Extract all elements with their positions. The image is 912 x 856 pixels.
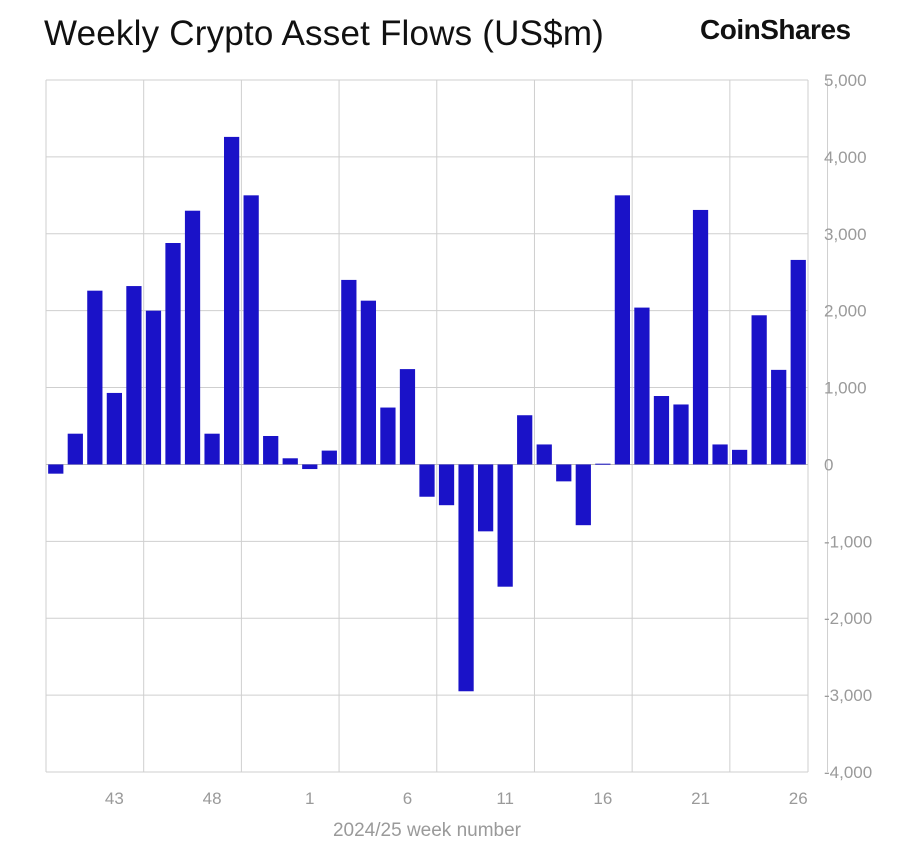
bar-week-41: [67, 433, 83, 465]
y-tick-label: 2,000: [824, 302, 867, 321]
bar-week-14: [556, 464, 572, 482]
bar-week-4: [360, 300, 377, 465]
bar-week-49: [223, 136, 240, 465]
x-tick-label: 16: [593, 789, 612, 808]
x-tick-label: 6: [403, 789, 412, 808]
bar-week-2: [321, 450, 337, 465]
bars: [48, 136, 806, 692]
coinshares-logo: CoinShares: [700, 14, 851, 45]
bar-week-40: [48, 464, 64, 474]
bar-week-20: [673, 404, 689, 465]
bar-week-8: [438, 464, 455, 506]
x-tick-label: 43: [105, 789, 124, 808]
bar-week-42: [87, 290, 103, 465]
bar-week-9: [458, 464, 474, 692]
bar-week-5: [380, 407, 396, 465]
y-tick-label: -4,000: [824, 763, 872, 782]
x-tick-label: 21: [691, 789, 710, 808]
bar-week-18: [634, 307, 650, 465]
bar-week-25: [771, 369, 787, 465]
y-tick-label: -3,000: [824, 686, 872, 705]
chart-title: Weekly Crypto Asset Flows (US$m): [44, 14, 605, 53]
y-tick-label: 0: [824, 455, 833, 474]
bar-week-7: [419, 464, 435, 497]
x-tick-label: 26: [789, 789, 808, 808]
bar-week-23: [731, 449, 748, 465]
bar-week-46: [165, 243, 181, 465]
bar-week-15: [575, 464, 591, 526]
bar-week-3: [341, 279, 357, 465]
bar-week-10: [477, 464, 494, 532]
x-tick-label: 1: [305, 789, 314, 808]
bar-week-51: [263, 435, 279, 465]
bar-week-43: [106, 392, 123, 465]
y-axis-ticks: 5,000 4,000 3,000 2,000 1,000 0 -1,000 -2,000 -3…: [824, 71, 872, 782]
bar-week-24: [751, 315, 767, 465]
bar-week-22: [712, 444, 728, 465]
x-tick-label: 11: [496, 789, 514, 808]
y-tick-label: -1,000: [824, 532, 872, 551]
x-axis-ticks: 43 48 1 6 11 16 21 26: [105, 789, 808, 808]
bar-week-16: [595, 463, 611, 465]
x-axis-label: 2024/25 week number: [333, 820, 522, 841]
bar-week-12: [517, 415, 533, 465]
bar-week-44: [126, 286, 142, 465]
y-tick-label: -2,000: [824, 609, 872, 628]
bar-week-17: [614, 195, 631, 465]
bar-week-11: [497, 464, 513, 587]
bar-week-6: [399, 369, 416, 465]
bar-week-47: [184, 210, 201, 465]
y-tick-label: 1,000: [824, 379, 867, 398]
bar-week-1: [302, 464, 318, 470]
bar-week-19: [653, 396, 670, 465]
bar-week-52: [282, 458, 298, 465]
x-tick-label: 48: [203, 789, 222, 808]
y-tick-label: 4,000: [824, 148, 867, 167]
y-tick-label: 5,000: [824, 71, 867, 90]
bar-week-45: [145, 310, 162, 465]
bar-week-50: [243, 195, 259, 465]
grid-lines: [45, 79, 829, 773]
y-tick-label: 3,000: [824, 225, 867, 244]
bar-week-21: [692, 209, 709, 465]
bar-week-13: [536, 444, 552, 465]
bar-week-26: [790, 259, 806, 465]
bar-week-48: [204, 433, 220, 465]
